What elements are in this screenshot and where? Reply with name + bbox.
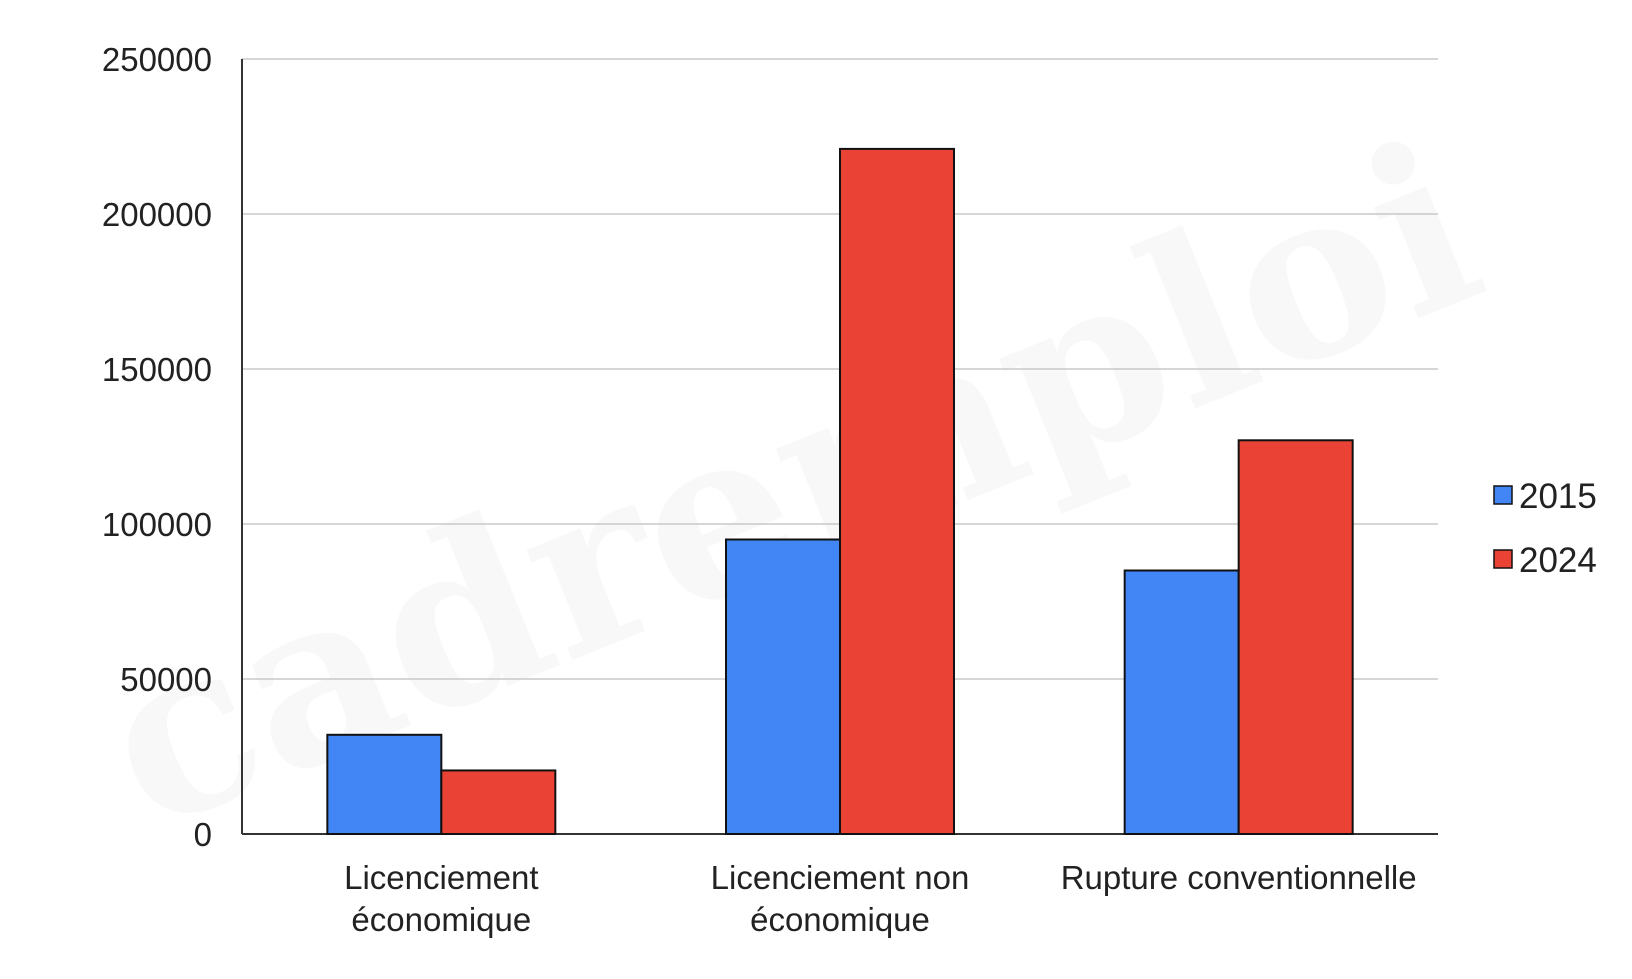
- x-category-label: Rupture conventionnelle: [1061, 859, 1417, 896]
- y-tick-label: 0: [194, 816, 212, 853]
- y-tick-label: 150000: [102, 351, 212, 388]
- legend-swatch-2015: [1493, 485, 1513, 505]
- x-category-label: Licenciement non: [711, 859, 970, 896]
- bars: [326, 147, 1354, 836]
- bar-2015-2: [1123, 569, 1240, 835]
- bar-2015-1: [725, 538, 841, 835]
- bar-2024-2: [1237, 439, 1354, 835]
- legend-label-2015: 2015: [1519, 477, 1597, 516]
- bar-2024-0: [440, 769, 557, 836]
- bar-2015-0: [326, 733, 443, 835]
- x-category-label: économique: [750, 901, 930, 938]
- y-tick-label: 200000: [102, 196, 212, 233]
- x-category-label: économique: [351, 901, 531, 938]
- legend-swatch-2024: [1493, 549, 1513, 569]
- y-tick-label: 50000: [120, 661, 212, 698]
- x-category-label: Licenciement: [344, 859, 538, 896]
- bar-2024-1: [839, 147, 955, 835]
- legend: 2015 2024: [1493, 477, 1597, 580]
- axis-labels: 0 50000 100000 150000 200000 250000 Licencieme…: [102, 41, 1417, 938]
- y-tick-label: 100000: [102, 506, 212, 543]
- legend-label-2024: 2024: [1519, 541, 1597, 580]
- y-tick-label: 250000: [102, 41, 212, 78]
